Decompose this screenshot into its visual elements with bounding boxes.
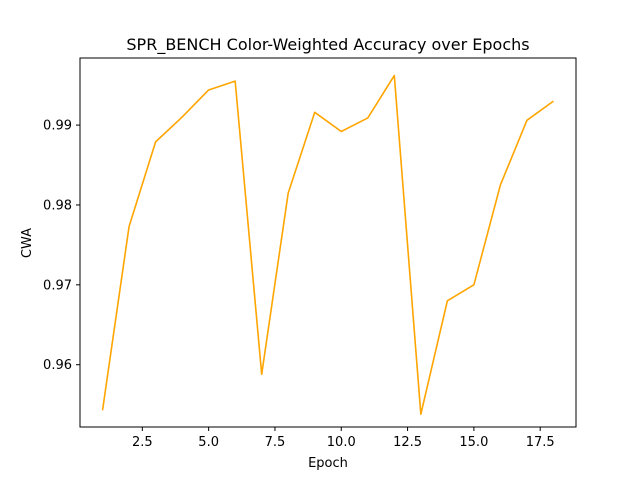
y-tick-label: 0.97 <box>43 278 72 293</box>
x-tick-label: 2.5 <box>132 435 153 450</box>
x-tick-label: 7.5 <box>265 435 286 450</box>
x-tick-label: 10.0 <box>327 435 356 450</box>
x-axis: 2.5 5.0 7.5 10.0 12.5 15.0 17.5 <box>132 427 555 450</box>
x-tick-label: 5.0 <box>198 435 219 450</box>
x-tick-label: 17.5 <box>526 435 555 450</box>
chart-title: SPR_BENCH Color-Weighted Accuracy over E… <box>126 35 529 55</box>
y-tick-label: 0.99 <box>43 119 72 134</box>
y-axis-label: CWA <box>20 228 35 258</box>
x-tick-label: 12.5 <box>393 435 422 450</box>
y-tick-label: 0.96 <box>43 358 72 373</box>
x-axis-label: Epoch <box>308 456 348 471</box>
plot-area <box>101 74 554 416</box>
series-line <box>101 74 554 416</box>
x-tick-label: 15.0 <box>459 435 488 450</box>
axes-frame <box>79 57 577 428</box>
y-axis: 0.96 0.97 0.98 0.99 <box>43 119 80 373</box>
y-tick-label: 0.98 <box>43 198 72 213</box>
